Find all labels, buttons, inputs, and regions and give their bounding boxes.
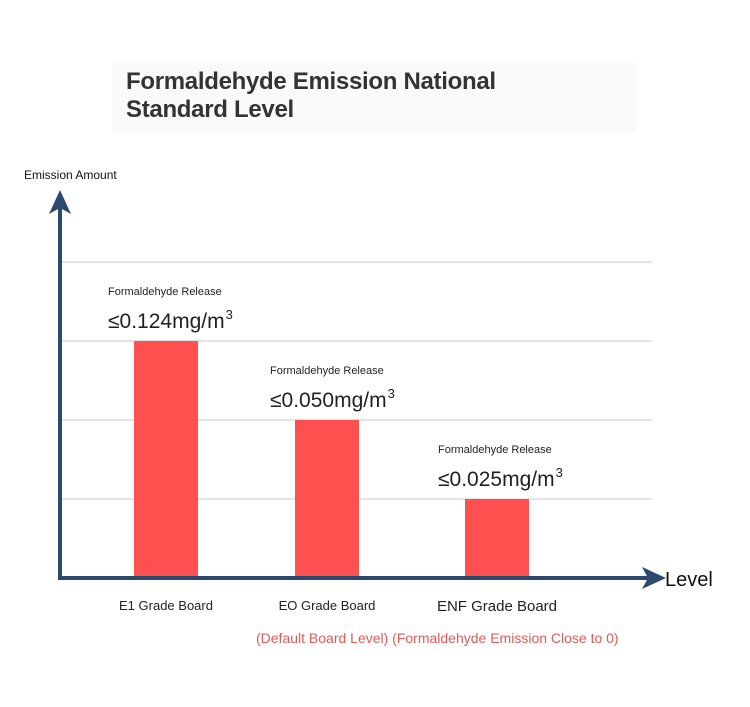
annotation-value-enf: ≤0.025mg/m3 <box>438 465 563 492</box>
category-label-e1: E1 Grade Board <box>119 598 213 613</box>
category-label-enf: ENF Grade Board <box>436 598 558 615</box>
x-axis-label: Level <box>665 569 713 591</box>
annotation-value-text: ≤0.025mg/m <box>438 468 555 491</box>
y-axis-label: Emission Amount <box>24 168 117 182</box>
annotation-value-text: ≤0.124mg/m <box>108 310 225 333</box>
annotation-value-e1: ≤0.124mg/m3 <box>108 307 233 334</box>
title-background <box>112 62 636 132</box>
annotation-label-e1: Formaldehyde Release <box>108 286 222 298</box>
annotation-value-eo: ≤0.050mg/m3 <box>270 386 395 413</box>
bar-2 <box>465 499 529 578</box>
bars <box>134 341 529 578</box>
annotation-value-text: ≤0.050mg/m <box>270 389 387 412</box>
annotation-unit-sup: 3 <box>225 307 233 322</box>
axes <box>49 190 666 589</box>
bar-1 <box>295 420 359 578</box>
x-axis-arrow <box>642 567 666 589</box>
y-axis-arrow <box>49 190 71 214</box>
annotation-label-enf: Formaldehyde Release <box>438 444 552 456</box>
category-label-eo: EO Grade Board <box>278 598 376 613</box>
annotation-label-eo: Formaldehyde Release <box>270 365 384 377</box>
annotation-unit-sup: 3 <box>387 386 395 401</box>
annotation-unit-sup: 3 <box>555 465 563 480</box>
footnote: (Default Board Level) (Formaldehyde Emis… <box>256 630 619 646</box>
bar-0 <box>134 341 198 578</box>
chart-title: Formaldehyde Emission National Standard … <box>126 68 496 123</box>
